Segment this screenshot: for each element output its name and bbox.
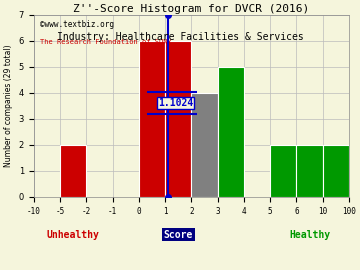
Text: Industry: Healthcare Facilities & Services: Industry: Healthcare Facilities & Servic… [57,32,303,42]
Text: Score: Score [163,230,193,239]
Y-axis label: Number of companies (29 total): Number of companies (29 total) [4,45,13,167]
Bar [165,41,192,197]
Text: The Research Foundation of SUNY: The Research Foundation of SUNY [40,39,172,45]
Bar [217,67,244,197]
Text: ©www.textbiz.org: ©www.textbiz.org [40,21,114,29]
Bar [296,145,323,197]
Bar [192,93,217,197]
Text: Unhealthy: Unhealthy [47,230,100,239]
Bar [139,41,165,197]
Text: Healthy: Healthy [289,230,330,239]
Bar [60,145,86,197]
Title: Z''-Score Histogram for DVCR (2016): Z''-Score Histogram for DVCR (2016) [73,4,310,14]
Text: 1.1024: 1.1024 [158,98,193,108]
Bar [323,145,349,197]
Bar [270,145,296,197]
